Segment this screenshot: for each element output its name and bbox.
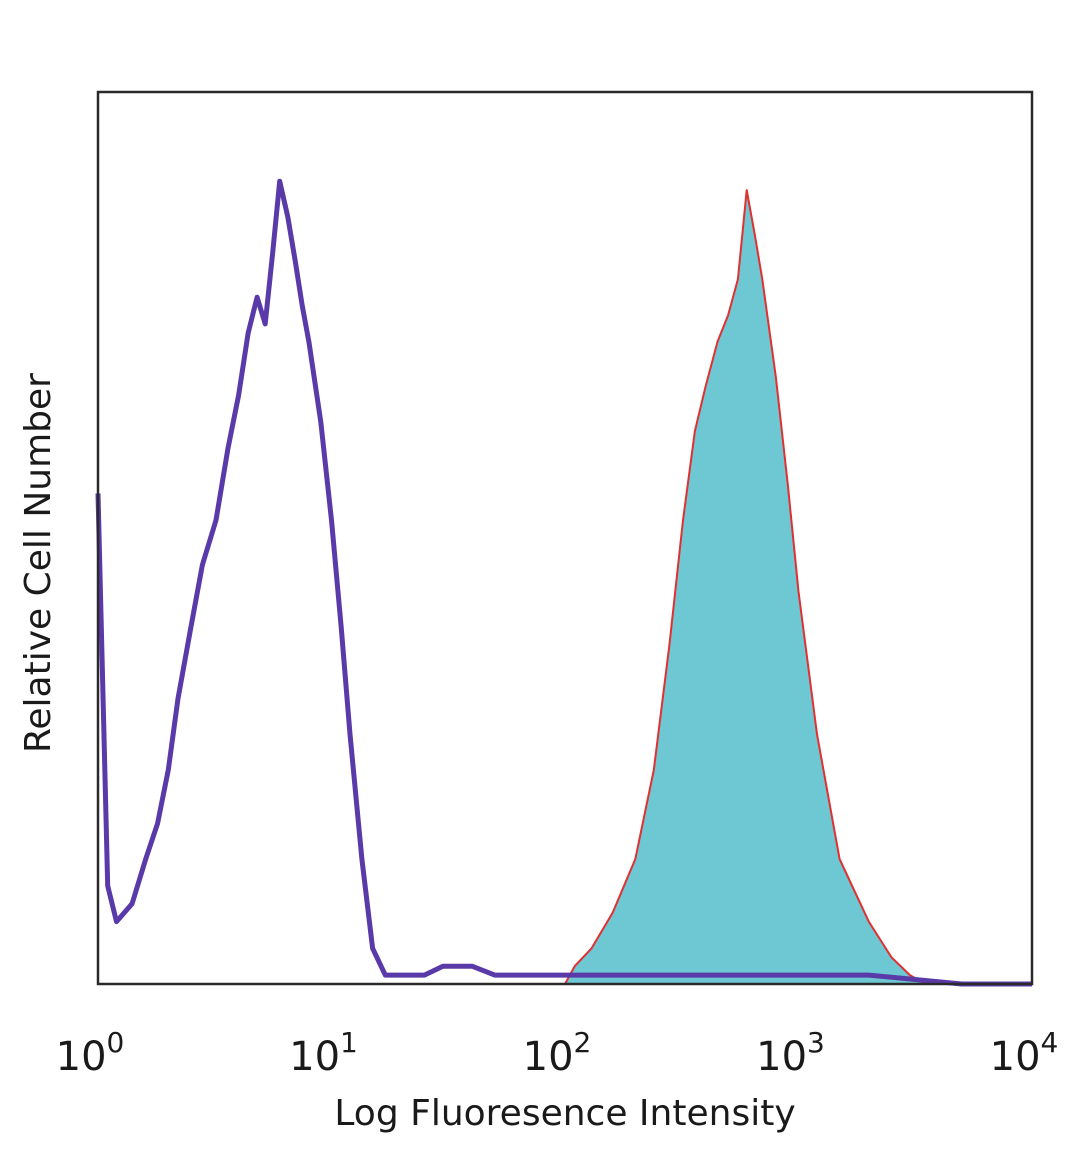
- x-tick-label-2: 102: [523, 1026, 592, 1080]
- x-tick-label-4: 104: [990, 1026, 1059, 1080]
- plot-frame: [96, 90, 1034, 986]
- x-axis-title: Log Fluoresence Intensity: [334, 1093, 795, 1134]
- x-tick-labels: 100 101 102 103 104: [56, 1026, 1059, 1080]
- control-histogram-line: [95, 178, 1032, 987]
- x-tick-label-3: 103: [756, 1026, 825, 1080]
- series-layer: [95, 178, 1033, 987]
- y-axis-title: Relative Cell Number: [18, 373, 59, 753]
- x-tick-label-0: 100: [56, 1026, 125, 1080]
- stained-histogram-area: [97, 189, 1033, 985]
- x-tick-label-1: 101: [289, 1026, 358, 1080]
